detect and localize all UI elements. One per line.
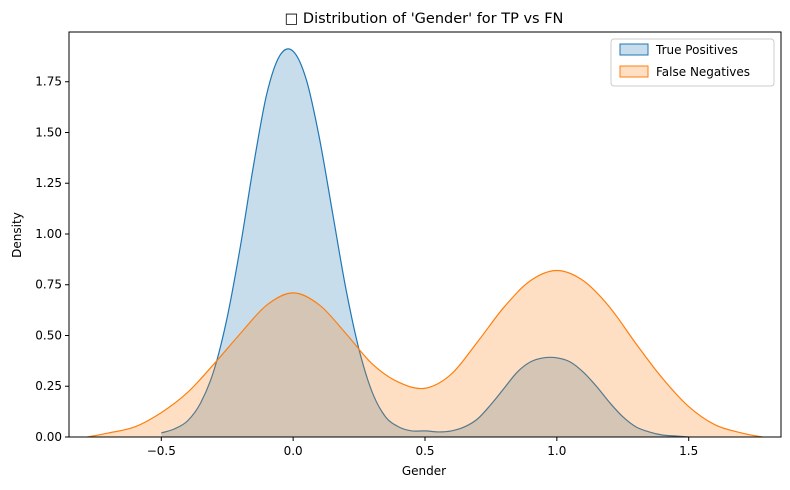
series-line-0 <box>161 48 689 438</box>
plot-frame <box>68 31 782 438</box>
y-tick-label: 1.00 <box>35 227 62 241</box>
y-tick-label: 0.75 <box>35 278 62 292</box>
legend-swatch-false-negatives <box>619 65 649 78</box>
y-tick-label: 0.00 <box>35 430 62 444</box>
chart-title: □ Distribution of 'Gender' for TP vs FN <box>285 11 564 27</box>
x-axis-ticks: −0.5 0.0 0.5 1.0 1.5 <box>147 437 698 458</box>
y-tick-label: 1.50 <box>35 125 62 139</box>
x-tick-label: 1.5 <box>679 444 698 458</box>
y-tick-label: 0.50 <box>35 328 62 342</box>
y-axis-ticks: 0.00 0.25 0.50 0.75 1.00 1.25 1.50 1.75 <box>35 75 69 444</box>
x-axis-label: Gender <box>402 464 446 478</box>
legend-box <box>610 38 775 87</box>
x-tick-label: 0.0 <box>284 444 303 458</box>
legend-label-false-negatives: False Negatives <box>656 65 750 79</box>
area-fill-series-0 <box>161 48 689 438</box>
legend: True Positives False Negatives <box>610 38 775 87</box>
legend-label-true-positives: True Positives <box>655 43 738 57</box>
y-tick-label: 0.25 <box>35 379 62 393</box>
y-axis-label: Density <box>10 212 24 258</box>
area-fill-series-1 <box>87 270 763 437</box>
series-line-1 <box>87 269 763 438</box>
density-areas <box>87 48 763 438</box>
y-tick-label: 1.75 <box>35 75 62 89</box>
x-tick-label: 0.5 <box>415 444 434 458</box>
x-tick-label: −0.5 <box>147 444 176 458</box>
y-tick-label: 1.25 <box>35 176 62 190</box>
legend-swatch-true-positives <box>619 43 649 56</box>
x-tick-label: 1.0 <box>547 444 566 458</box>
